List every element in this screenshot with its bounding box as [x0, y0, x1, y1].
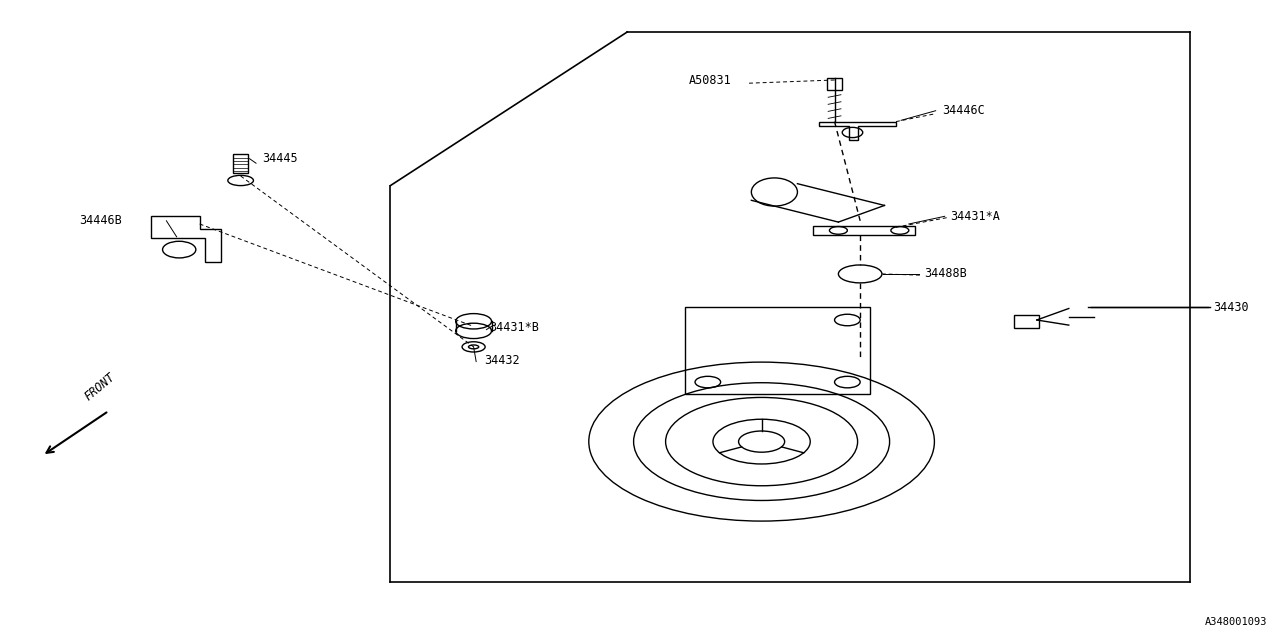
- Bar: [827, 78, 842, 90]
- Text: 34431*A: 34431*A: [950, 210, 1000, 223]
- Text: 34432: 34432: [484, 355, 520, 367]
- Text: A348001093: A348001093: [1204, 617, 1267, 627]
- Text: FRONT: FRONT: [82, 371, 118, 403]
- Bar: [1014, 315, 1039, 328]
- Bar: [233, 154, 248, 173]
- Text: 34446B: 34446B: [79, 214, 122, 227]
- Text: 34445: 34445: [262, 152, 298, 165]
- Bar: [685, 307, 870, 394]
- Text: 34446C: 34446C: [942, 104, 984, 117]
- Text: 34431*B: 34431*B: [489, 321, 539, 334]
- Text: 34430: 34430: [1213, 301, 1249, 314]
- Text: 34488B: 34488B: [924, 268, 966, 280]
- Text: A50831: A50831: [689, 74, 731, 86]
